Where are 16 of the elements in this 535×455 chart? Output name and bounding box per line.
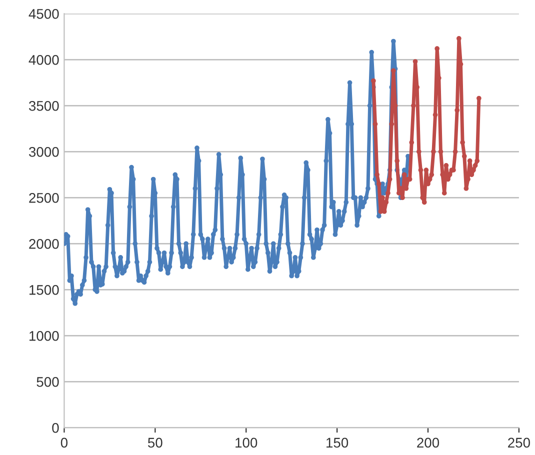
x-tick-label: 100 — [236, 438, 258, 448]
y-tick-label: 3000 — [28, 147, 59, 157]
y-tick-label: 2000 — [29, 239, 59, 249]
x-tick-label: 200 — [417, 438, 440, 448]
x-tick-label: 150 — [326, 438, 348, 448]
y-tick-label: 4500 — [28, 8, 59, 19]
y-tick-label: 3500 — [28, 100, 59, 111]
y-tick-label: 0 — [52, 423, 59, 433]
y-tick-label: 500 — [36, 377, 59, 387]
y-tick-label: 1500 — [30, 285, 59, 295]
x-tick-label: 250 — [508, 438, 530, 448]
x-tick-label: 50 — [148, 438, 162, 448]
y-tick-label: 2500 — [29, 193, 59, 203]
x-tick-label: 0 — [60, 438, 68, 448]
y-tick-label: 1000 — [30, 331, 59, 341]
y-tick-label: 4000 — [28, 54, 59, 65]
